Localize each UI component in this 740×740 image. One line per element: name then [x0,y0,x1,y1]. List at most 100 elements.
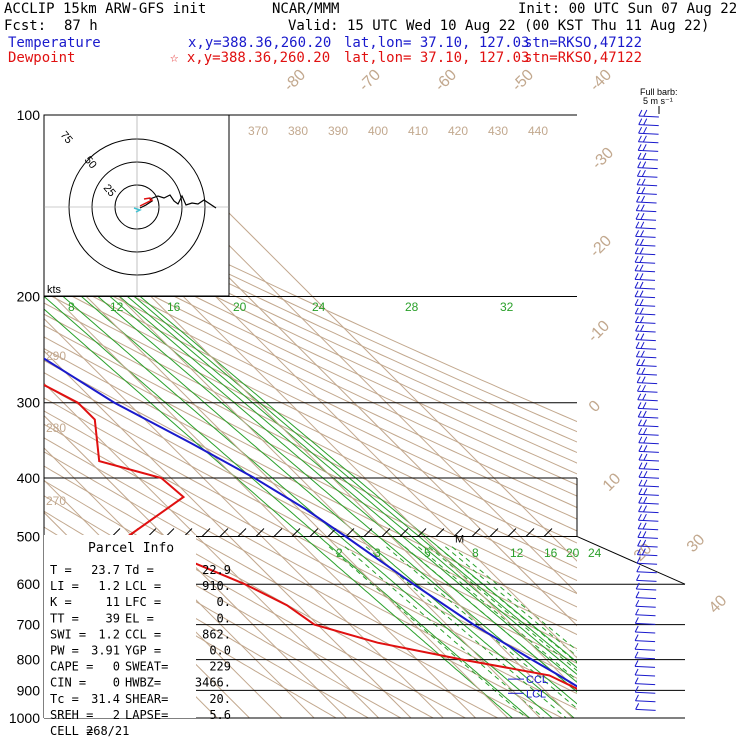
dry-adiabat [44,372,577,650]
parcel-info-key: LAPSE= [125,708,168,722]
theta-label: 390 [328,124,348,138]
wind-barb [635,339,656,342]
level-tick [435,528,445,537]
dry-adiabat [44,410,577,695]
parcel-info-value: 22.9 [202,563,231,577]
barb-legend-line2: 5 m s⁻¹ [643,96,673,106]
wind-barb-feather [641,359,646,366]
dry-adiabat [44,270,577,532]
wind-barb-feather [634,290,639,297]
level-tick [273,528,283,537]
wind-barb-feather [642,531,647,538]
wind-barb-feather [634,625,639,633]
level-tick [291,528,301,537]
pressure-label: 400 [17,470,41,486]
theta-label: 370 [248,124,268,138]
wind-barb [635,683,656,686]
wind-barb [638,511,659,514]
parcel-info-key: SWI = [50,627,86,641]
theta-label: 410 [408,124,428,138]
wind-barb-feather [638,496,643,504]
wind-barb-feather [634,255,639,263]
wind-barb [638,493,659,496]
wind-barb [638,468,660,471]
wind-barb [635,605,656,608]
parcel-info-key: HWBZ= [125,676,161,690]
level-tick [417,528,427,537]
wind-barb [635,313,656,316]
level-tick [363,528,373,537]
wind-barb-feather [636,548,641,555]
wind-barb-feather [641,195,646,203]
wind-barb [635,296,656,299]
level-tick [309,528,319,537]
isotherm [44,382,380,718]
wind-barb [635,227,656,230]
forecast-label: Fcst: [4,18,47,34]
mixing-ratio-label: 12 [110,300,124,314]
temperature-legend: Temperature [8,35,101,51]
wind-barb-feather [643,109,648,117]
wind-barb-feather [643,488,648,495]
wind-barb-feather [636,178,641,186]
hodograph-lowlevel [139,197,154,207]
wind-barb-feather [636,187,641,194]
wind-barb-feather [638,109,643,117]
mixing-ratio-label: 20 [566,546,580,560]
parcel-info-key: YGP = [125,644,161,658]
wind-barb-feather [643,453,648,461]
wind-barb-feather [642,144,647,151]
wind-barb-feather [635,324,640,332]
wind-barb-feather [637,393,642,401]
parcel-info-value: 0 [113,676,120,690]
isotherm-label: 0 [586,397,604,415]
wind-barb [636,201,657,204]
wind-barb-feather [639,281,644,289]
dry-adiabat [44,423,577,710]
parcel-info-key: PW = [50,644,79,658]
mixing-ratio-label: 24 [588,546,602,560]
wind-barb-feather [638,462,643,469]
isotherm-label: -60 [432,66,460,94]
wind-barb-feather [634,660,639,667]
wind-barb [638,519,659,522]
wind-barb [637,175,658,178]
theta-label: 270 [46,494,66,508]
wind-barb [636,588,657,591]
wind-barb-feather [640,350,645,358]
wind-barb [635,253,656,256]
level-tick [543,528,553,537]
wind-barb-feather [638,118,643,125]
parcel-info-key: SWEAT= [125,660,168,674]
pressure-label: 800 [17,652,41,668]
wind-barb-feather [638,436,643,444]
wind-barb-feather [643,470,648,478]
pressure-label: 200 [17,289,41,305]
wind-barb-feather [640,230,645,237]
wind-barb [635,708,656,711]
wind-barb-feather [643,419,647,426]
mixing-ratio-label: 5 [424,546,431,560]
isotherm [130,115,577,562]
pressure-label: 100 [17,107,41,123]
wind-barb [637,184,658,187]
level-tick [525,528,535,537]
wind-barb-feather [634,264,639,272]
wind-barb [638,450,659,453]
isotherm [44,253,509,718]
wind-barb-feather [637,522,642,530]
wind-barb [635,235,656,238]
wind-barb-feather [643,118,648,125]
mixing-ratio-label: 32 [500,300,514,314]
wind-barb [638,502,659,505]
wind-barb-feather [634,685,639,693]
saturated-adiabat [444,546,577,657]
mixing-ratio-label: 12 [510,546,524,560]
wind-barb-feather [641,169,646,177]
dry-adiabat [44,174,577,423]
temperature-location: x,y=388.36,260.20 [188,35,332,51]
dry-adiabat [44,240,577,497]
wind-barb-feather [642,402,647,409]
level-tick [507,528,517,537]
parcel-info-value: 0. [217,595,231,609]
